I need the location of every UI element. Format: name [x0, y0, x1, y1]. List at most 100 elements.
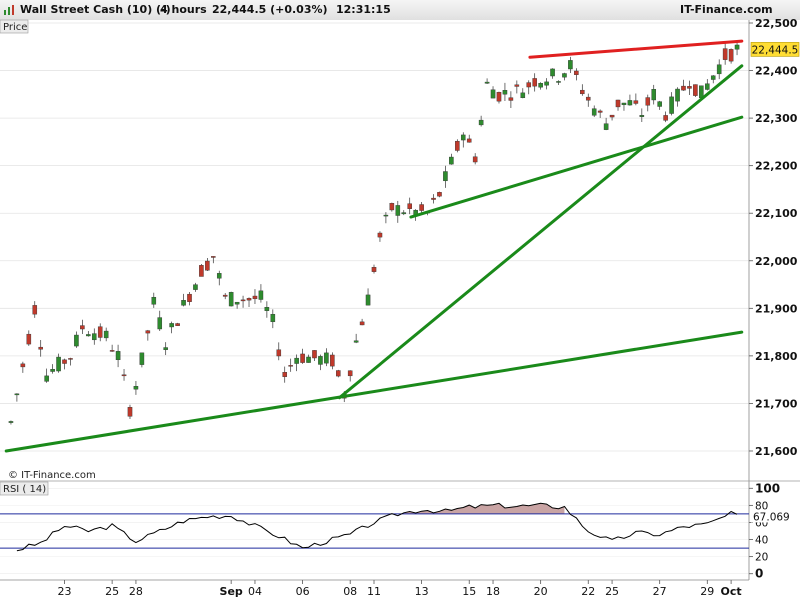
- candle-body: [484, 81, 490, 84]
- candle-body: [330, 354, 335, 367]
- chart-header: Wall Street Cash (10) (-) 4 hours 22,444…: [0, 0, 800, 21]
- support-trendline: [337, 64, 744, 400]
- candle-body: [187, 293, 192, 302]
- last-price: 22,444.5 (+0.03%): [212, 3, 328, 16]
- candle-body: [728, 49, 734, 62]
- x-tick-label: 15: [462, 585, 476, 598]
- candle-body: [550, 68, 555, 77]
- candle-body: [228, 292, 234, 307]
- price-tick-label: 22,100: [755, 207, 798, 220]
- candle-body: [621, 102, 627, 106]
- candle-body: [556, 81, 561, 83]
- candle-body: [585, 96, 591, 101]
- candle-body: [288, 365, 293, 367]
- rsi-value-tag-text: 67.069: [753, 511, 790, 523]
- candle-body: [56, 356, 61, 372]
- candle-body: [538, 83, 543, 88]
- candle-body: [401, 212, 407, 215]
- candle-body: [14, 393, 20, 396]
- candle-body: [377, 232, 383, 238]
- candle-body: [562, 73, 567, 78]
- x-tick-label: 11: [367, 585, 381, 598]
- price-tick-label: 21,700: [755, 397, 798, 410]
- candle-body: [574, 70, 579, 75]
- candle-body: [139, 352, 145, 365]
- x-tick-label: 29: [700, 585, 714, 598]
- trendlines[interactable]: [4, 39, 744, 453]
- candle-body: [318, 356, 323, 365]
- candle-body: [502, 90, 508, 95]
- resistance-trendline: [528, 39, 744, 59]
- candle-body: [97, 326, 103, 338]
- x-tick-label: Sep: [220, 585, 243, 598]
- candle-body: [496, 92, 502, 102]
- price-tick-label: 21,600: [755, 445, 798, 458]
- support-trendline: [4, 330, 744, 453]
- candle-body: [264, 307, 270, 311]
- candle-body: [145, 330, 151, 334]
- current-price-tag: [750, 42, 800, 57]
- rsi-panel-label: RSI ( 14): [3, 484, 46, 495]
- candle-body: [62, 359, 67, 364]
- x-tick-label: 22: [581, 585, 595, 598]
- candle-body: [8, 421, 14, 423]
- candle-body: [722, 48, 728, 60]
- candle-body: [276, 349, 282, 357]
- rsi-tick-label: 0: [755, 567, 763, 581]
- candle-body: [222, 294, 228, 297]
- candle-body: [44, 375, 49, 382]
- candle-body: [169, 323, 174, 328]
- candle-body: [258, 290, 264, 300]
- candle-body: [669, 96, 674, 114]
- x-tick-label: 18: [486, 585, 500, 598]
- candle-body: [300, 353, 305, 363]
- candle-body: [472, 156, 478, 163]
- candle-body: [252, 295, 258, 300]
- candle-body: [526, 82, 532, 88]
- price-gridlines: [0, 22, 749, 452]
- candle-body: [693, 84, 698, 96]
- x-tick-label: 25: [605, 585, 619, 598]
- current-price-tag-text: 22,444.5: [752, 44, 799, 56]
- candle-body: [508, 97, 514, 101]
- candle-body: [199, 265, 204, 277]
- candle-body: [347, 370, 353, 377]
- candle-body: [109, 350, 115, 352]
- price-tick-label: 22,300: [755, 112, 798, 125]
- candle-body: [26, 333, 32, 345]
- price-panel-label: Price: [3, 22, 27, 33]
- candle-body: [437, 192, 442, 197]
- candle-body: [663, 115, 668, 121]
- candle-body: [633, 100, 639, 104]
- rsi-tick-label: 100: [755, 481, 780, 495]
- candle-body: [627, 100, 633, 106]
- candle-body: [455, 140, 460, 151]
- candle-body: [68, 358, 73, 360]
- candle-body: [490, 89, 496, 99]
- x-tick-label: Oct: [721, 585, 742, 598]
- candle-body: [50, 369, 55, 372]
- candle-body: [216, 273, 222, 279]
- candle-body: [478, 119, 484, 126]
- candle-body: [80, 325, 85, 330]
- candle-body: [687, 86, 692, 89]
- price-tick-label: 21,900: [755, 302, 798, 315]
- rsi-overbought-area: [403, 503, 565, 514]
- candle-body: [115, 351, 121, 361]
- candle-body: [466, 138, 472, 143]
- candle-body: [353, 340, 359, 343]
- candle-body: [157, 317, 163, 330]
- price-tick-label: 22,500: [755, 17, 798, 30]
- candle-body: [234, 301, 240, 305]
- candle-body: [675, 88, 680, 102]
- candle-body: [163, 347, 168, 350]
- candle-body: [603, 123, 609, 130]
- candle-body: [449, 156, 454, 165]
- x-tick-label: 23: [58, 585, 72, 598]
- clock-time: 12:31:15: [336, 3, 391, 16]
- x-tick-label: 20: [534, 585, 548, 598]
- candle-body: [211, 256, 216, 258]
- candle-body: [121, 374, 127, 377]
